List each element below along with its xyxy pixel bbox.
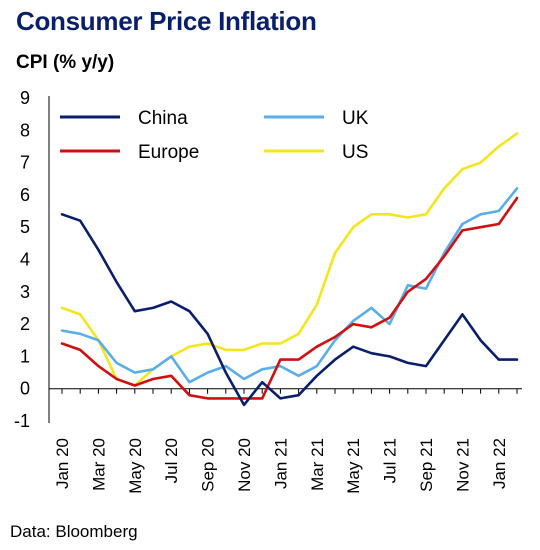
x-tick-label: Mar 21 — [308, 438, 327, 491]
y-tick-label: 6 — [20, 185, 30, 205]
y-tick-label: 3 — [20, 282, 30, 302]
series-line-uk — [60, 187, 519, 384]
y-tick-label: 4 — [20, 250, 30, 270]
legend-label: China — [138, 108, 188, 129]
legend-item-china: China — [60, 108, 188, 129]
data-source: Data: Bloomberg — [10, 522, 138, 541]
chart-title: Consumer Price Inflation — [16, 6, 317, 36]
series-line-us — [60, 132, 519, 387]
legend-item-us: US — [264, 142, 368, 163]
legend: China UK Europe US — [60, 108, 369, 163]
x-tick-label: Jan 22 — [490, 438, 509, 489]
legend-label: US — [342, 142, 368, 163]
y-tick-label: 5 — [20, 217, 30, 237]
x-tick-label: Jul 20 — [162, 438, 181, 483]
y-axis-title: CPI (% y/y) — [16, 52, 115, 73]
x-tick-label: Mar 20 — [89, 438, 108, 491]
legend-label: Europe — [138, 142, 199, 163]
x-tick-label: May 20 — [126, 438, 145, 494]
x-tick-label: Nov 21 — [453, 438, 472, 492]
x-tick-label: Jan 21 — [271, 438, 290, 489]
legend-item-uk: UK — [264, 108, 369, 129]
x-tick-label: Jul 21 — [381, 438, 400, 483]
y-tick-label: 7 — [20, 153, 30, 173]
series-lines — [60, 132, 519, 407]
x-tick-label: May 21 — [344, 438, 363, 494]
y-tick-label: 8 — [20, 120, 30, 140]
x-tick-label: Nov 20 — [235, 438, 254, 492]
y-tick-label: 2 — [20, 314, 30, 334]
legend-item-europe: Europe — [60, 142, 199, 163]
x-tick-label: Jan 20 — [53, 438, 72, 489]
series-line-china — [60, 213, 519, 407]
x-axis: Jan 20 Mar 20 May 20 Jul 20 Sep 20 Nov 20 Jan … — [49, 388, 522, 494]
y-tick-label: 9 — [20, 88, 30, 108]
x-tick-label: Sep 20 — [199, 438, 218, 492]
y-tick-label: 1 — [20, 346, 30, 366]
legend-label: UK — [342, 108, 369, 129]
y-tick-label: 0 — [20, 379, 30, 399]
series-line-europe — [60, 196, 519, 400]
x-tick-label: Sep 21 — [417, 438, 436, 492]
y-axis: -1 0 1 2 3 4 5 6 7 8 9 — [14, 88, 50, 431]
y-tick-label: -1 — [14, 411, 30, 431]
